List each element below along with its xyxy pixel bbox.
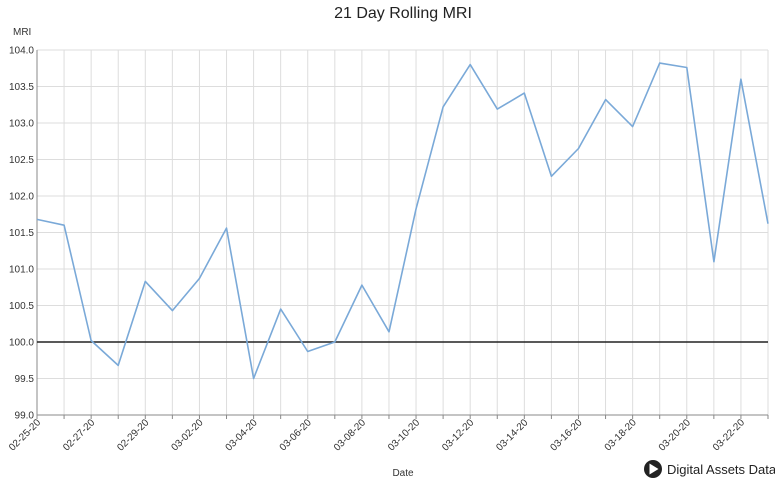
- y-axis-label: MRI: [13, 27, 31, 38]
- y-tick-label: 100.0: [9, 338, 34, 349]
- series-line: [36, 62, 769, 380]
- x-tick-label: 03-20-20: [657, 417, 693, 453]
- play-triangle-logo-icon: [644, 460, 662, 478]
- brand-text: Digital Assets Data: [667, 462, 775, 477]
- x-tick-label: 03-10-20: [386, 417, 422, 453]
- x-tick-label: 03-18-20: [603, 417, 639, 453]
- x-tick-label: 03-14-20: [494, 417, 530, 453]
- brand-logo: Digital Assets Data: [644, 460, 775, 478]
- series-layer: [36, 62, 769, 380]
- x-tick-label: 03-22-20: [711, 417, 747, 453]
- x-axis-label: Date: [392, 468, 414, 479]
- grid-layer: [36, 49, 769, 419]
- x-tick-label: 03-16-20: [549, 417, 585, 453]
- y-tick-label: 101.5: [9, 228, 34, 239]
- x-tick-label: 02-29-20: [115, 417, 151, 453]
- x-tick-label: 03-12-20: [440, 417, 476, 453]
- y-tick-label: 103.5: [9, 82, 34, 93]
- y-tick-label: 103.0: [9, 119, 34, 130]
- x-tick-label: 02-27-20: [61, 417, 97, 453]
- y-tick-label: 100.5: [9, 301, 34, 312]
- x-tick-label: 03-04-20: [224, 417, 260, 453]
- x-tick-label: 03-02-20: [169, 417, 205, 453]
- y-tick-label: 101.0: [9, 265, 34, 276]
- y-tick-label: 102.0: [9, 192, 34, 203]
- chart-title: 21 Day Rolling MRI: [334, 5, 472, 22]
- x-tick-label: 03-08-20: [332, 417, 368, 453]
- x-tick-labels: 02-25-20 02-27-20 02-29-20 03-02-20 03-04-20…: [7, 417, 747, 453]
- y-tick-label: 102.5: [9, 155, 34, 166]
- y-tick-label: 104.0: [9, 46, 34, 57]
- x-tick-label: 03-06-20: [278, 417, 314, 453]
- x-tick-label: 02-25-20: [7, 417, 43, 453]
- y-tick-label: 99.5: [15, 374, 35, 385]
- y-tick-label: 99.0: [15, 411, 35, 422]
- y-tick-labels: 99.0 99.5 100.0 100.5 101.0 101.5 102.0 102.5 10…: [9, 46, 34, 422]
